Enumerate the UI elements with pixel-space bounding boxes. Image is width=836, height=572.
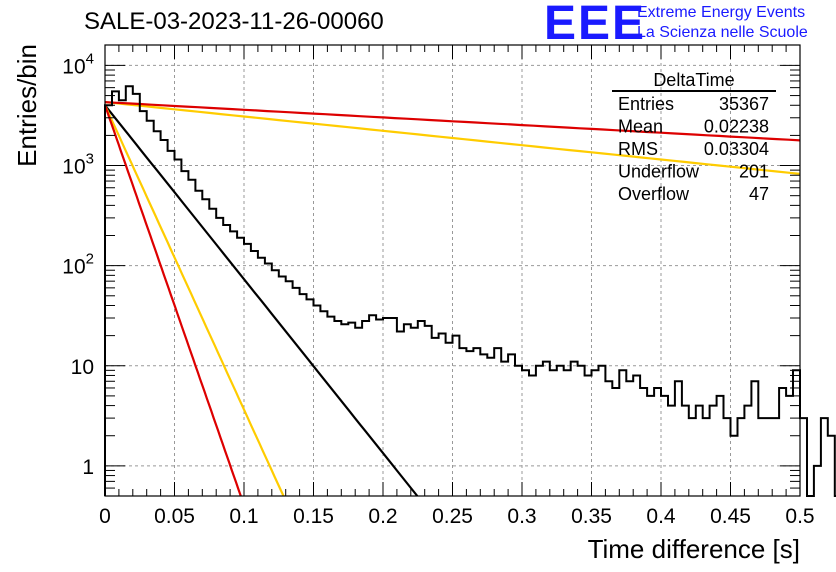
x-tick-labels: 0 0.05 0.1 0.15 0.2 0.25 0.3 0.35 0.4 0.45 0.5: [99, 505, 814, 528]
x-tick-label: 0.1: [229, 505, 258, 528]
logo-line2: La Scienza nelle Scuole: [637, 24, 808, 41]
stats-title: DeltaTime: [653, 70, 734, 90]
stats-value: 201: [739, 162, 769, 182]
y-axis-title: Entries/bin: [12, 44, 42, 167]
y-tick-label: 1: [82, 456, 94, 479]
x-tick-label: 0.3: [507, 505, 536, 528]
fit-curve: [104, 104, 285, 497]
fit-curve: [104, 104, 419, 497]
y-tick-label: 10: [71, 356, 94, 379]
logo-line1: Extreme Energy Events: [637, 4, 806, 21]
x-tick-label: 0.25: [432, 505, 473, 528]
y-tick-label: 104: [62, 50, 94, 78]
x-tick-label: 0.15: [293, 505, 334, 528]
x-axis-title: Time difference [s]: [588, 534, 800, 564]
histogram: [104, 85, 836, 497]
stats-label: RMS: [618, 139, 658, 159]
x-tick-label: 0: [99, 505, 111, 528]
fit-lines: [103, 101, 801, 497]
stats-value: 47: [749, 184, 769, 204]
stats-label: Underflow: [618, 162, 700, 182]
fit-curve: [104, 101, 801, 142]
y-tick-labels: 1 10 102 103 104: [62, 50, 94, 478]
grid: [105, 45, 800, 496]
plot-title: SALE-03-2023-11-26-00060: [84, 8, 384, 35]
x-tick-label: 0.05: [154, 505, 195, 528]
axis-ticks: [104, 45, 801, 497]
x-tick-label: 0.2: [368, 505, 397, 528]
stats-value: 0.02238: [704, 117, 769, 137]
x-tick-label: 0.5: [785, 505, 814, 528]
stats-label: Mean: [618, 117, 663, 137]
y-tick-label: 102: [62, 251, 94, 279]
x-tick-label: 0.4: [646, 505, 676, 528]
logo-mark: EEE: [544, 0, 647, 50]
fit-curve: [104, 101, 801, 175]
y-tick-label: 103: [62, 151, 94, 179]
stats-label: Entries: [618, 94, 674, 114]
stats-label: Overflow: [618, 184, 690, 204]
stats-value: 0.03304: [704, 139, 769, 159]
x-tick-label: 0.35: [571, 505, 612, 528]
stats-value: 35367: [719, 94, 769, 114]
stats-box: DeltaTime Entries 35367 Mean 0.02238 RMS 0.03…: [612, 70, 776, 204]
fit-curve: [103, 104, 242, 497]
x-tick-label: 0.45: [710, 505, 751, 528]
